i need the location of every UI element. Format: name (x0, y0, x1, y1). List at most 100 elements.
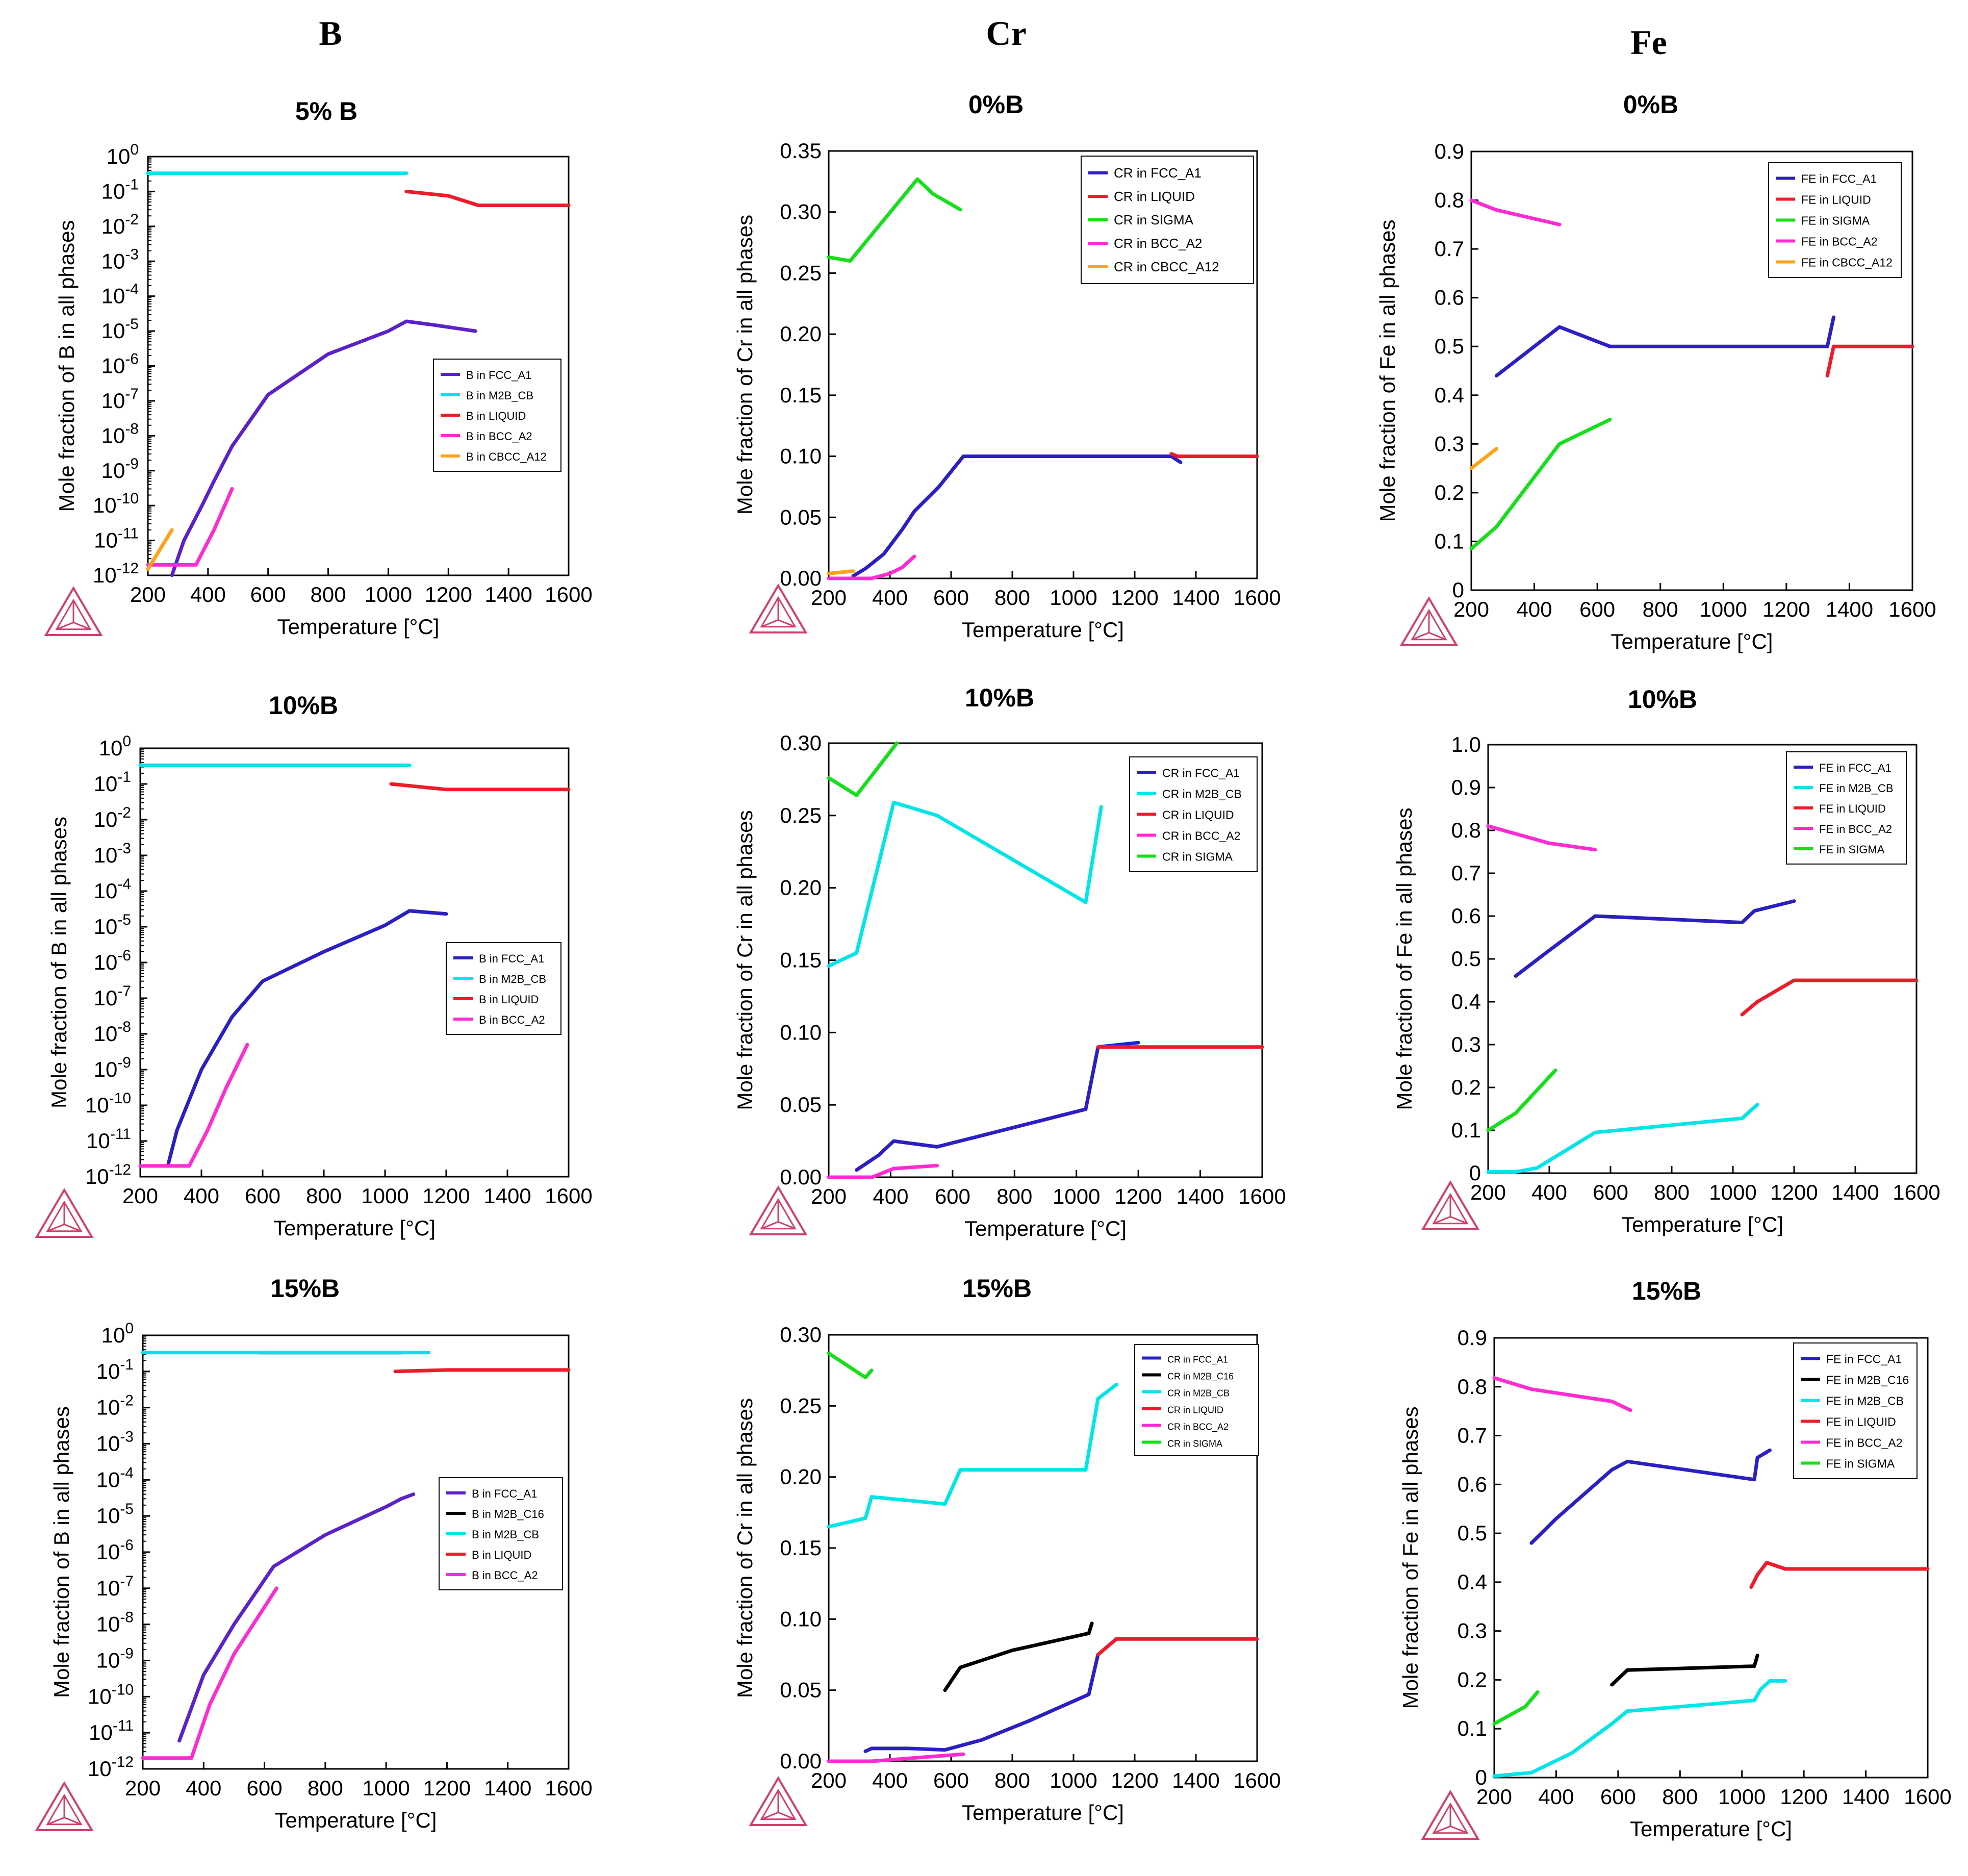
legend-entry: B in M2B_CB (479, 973, 546, 985)
y-tick-label: 0.20 (780, 876, 822, 900)
logo-outer-triangle (35, 1188, 94, 1238)
legend-entry: FE in M2B_CB (1826, 1395, 1904, 1408)
x-tick-label: 1400 (1831, 1180, 1879, 1204)
x-tick-label: 1200 (1762, 597, 1810, 621)
series-line-fe-in-bcc-a2 (1492, 1376, 1632, 1412)
series-line-cr-in-bcc-a2 (827, 1752, 965, 1763)
y-tick-label: 0.25 (780, 261, 822, 285)
y-tick-label: 0.7 (1451, 861, 1481, 885)
y-tick-label: 0.20 (780, 322, 822, 346)
y-tick-label: 0.1 (1458, 1716, 1487, 1740)
x-axis-label: Temperature [°C] (1621, 1212, 1783, 1236)
legend-entry: CR in FCC_A1 (1167, 1355, 1228, 1365)
series-line-fe-in-fcc-a1 (1494, 315, 1835, 378)
x-tick-label: 200 (811, 586, 847, 610)
thermocalc-logo-icon (1399, 596, 1459, 646)
legend-entry: FE in FCC_A1 (1801, 172, 1877, 186)
x-tick-label: 200 (811, 1768, 847, 1792)
logo-inner-triangle (1432, 1802, 1469, 1834)
x-tick-label: 400 (186, 1776, 221, 1800)
y-tick-label: 0.30 (780, 731, 822, 755)
chart-panel-1: 5% B 200 400 600 800 1000 1200 1400 1600 Temperat… (44, 97, 593, 639)
legend-entry: FE in FCC_A1 (1819, 762, 1892, 774)
x-axis-label: Temperature [°C] (964, 1216, 1127, 1240)
chart-title: 15%B (962, 1274, 1032, 1303)
thermocalc-logo-icon (749, 1776, 808, 1826)
legend-entry: B in BCC_A2 (466, 430, 532, 443)
x-tick-label: 200 (122, 1184, 158, 1208)
x-tick-label: 200 (1453, 597, 1489, 621)
chart-panel-6: 10%B 200 400 600 800 1000 1200 1400 1600 Temperat… (1392, 685, 1940, 1236)
x-tick-label: 1600 (1893, 1180, 1940, 1204)
x-tick-label: 1400 (1177, 1184, 1224, 1208)
column-header-fe: Fe (1630, 23, 1667, 62)
y-tick-label: 0.10 (780, 1020, 822, 1044)
x-tick-label: 600 (933, 1768, 969, 1792)
series-line-cr-in-sigma (827, 1351, 874, 1380)
series-line-fe-in-bcc-a2 (1469, 198, 1562, 226)
x-tick-label: 1000 (1053, 1184, 1100, 1208)
x-tick-label: 800 (1654, 1180, 1690, 1204)
chart-title: 10%B (1628, 685, 1697, 714)
x-tick-label: 1000 (1050, 1768, 1097, 1792)
x-tick-label: 1400 (1826, 597, 1873, 621)
thermocalc-logo-icon (749, 584, 808, 633)
y-axis-label: Mole fraction of Fe in all phases (1392, 808, 1416, 1110)
logo-inner-triangle (46, 1793, 83, 1826)
y-tick-label: 0.1 (1435, 529, 1464, 553)
x-tick-label: 1400 (1172, 586, 1219, 610)
chart-panel-4: 10%B 200 400 600 800 1000 1200 1400 1600 Temperat… (35, 691, 593, 1240)
legend: CR in FCC_A1 CR in M2B_CB CR in LIQUID CR i… (1129, 756, 1258, 872)
series-line-cr-in-m2b-cb (827, 800, 1103, 968)
x-tick-label: 400 (184, 1184, 219, 1208)
legend: CR in FCC_A1 CR in LIQUID CR in SIGMA CR in… (1081, 156, 1254, 284)
y-tick-label: 0.25 (780, 803, 822, 827)
legend: B in FCC_A1 B in M2B_CB B in LIQUID B in BC… (433, 359, 561, 472)
y-tick-label: 0.00 (780, 1165, 822, 1189)
x-tick-label: 1600 (1233, 1768, 1281, 1792)
x-tick-label: 400 (190, 582, 226, 606)
x-tick-label: 1400 (484, 582, 532, 606)
y-tick-label: 0.10 (780, 444, 822, 468)
x-tick-label: 1000 (1700, 597, 1747, 621)
legend-entry: FE in LIQUID (1819, 802, 1886, 815)
series-line-cr-in-sigma (827, 741, 899, 797)
legend-entry: CR in SIGMA (1162, 850, 1233, 864)
series-line-fe-in-bcc-a2 (1486, 824, 1597, 852)
plot-frame (1493, 1337, 1929, 1779)
logo-spoke (761, 619, 779, 628)
x-tick-label: 1200 (1780, 1785, 1827, 1809)
logo-outer-triangle (1399, 596, 1459, 646)
series-line-cr-in-bcc-a2 (827, 554, 916, 580)
logo-spoke (1450, 1825, 1468, 1834)
column-header-cr: Cr (986, 14, 1026, 53)
y-tick-label: 0.00 (780, 1749, 822, 1773)
x-tick-label: 800 (308, 1776, 343, 1800)
x-tick-label: 800 (306, 1184, 342, 1208)
y-tick-label: 10-8 (96, 1609, 134, 1636)
x-tick-label: 1600 (1888, 597, 1936, 621)
series-line-b-in-fcc-a1 (170, 319, 477, 577)
x-tick-label: 800 (1662, 1785, 1698, 1809)
y-tick-label: 10-1 (94, 769, 131, 796)
plot-frame (828, 150, 1258, 579)
y-tick-label: 0.05 (780, 1093, 822, 1117)
logo-spoke (64, 1816, 82, 1826)
x-tick-label: 1000 (365, 582, 412, 606)
logo-spoke (47, 1816, 65, 1826)
legend-entry: CR in M2B_CB (1162, 788, 1242, 801)
y-tick-label: 0.9 (1435, 139, 1464, 163)
legend-entry: CR in M2B_C16 (1167, 1372, 1234, 1382)
legend-entry: CR in SIGMA (1114, 212, 1194, 227)
y-axis-label: Mole fraction of B in all phases (49, 1406, 73, 1698)
y-tick-label: 10-2 (96, 1392, 134, 1419)
logo-spoke (64, 1223, 82, 1232)
logo-outer-triangle (749, 584, 808, 633)
legend: CR in FCC_A1 CR in M2B_C16 CR in M2B_CB CR … (1134, 1344, 1259, 1456)
y-tick-label: 0.05 (780, 1678, 822, 1702)
logo-outer-triangle (749, 1185, 808, 1235)
logo-outer-triangle (44, 586, 103, 636)
y-tick-label: 0.6 (1451, 904, 1481, 928)
logo-spoke (73, 621, 91, 630)
y-tick-label: 0.15 (780, 383, 822, 407)
